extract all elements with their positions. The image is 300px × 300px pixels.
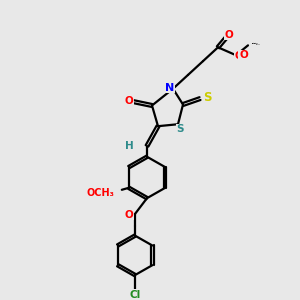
Text: Cl: Cl: [129, 290, 141, 300]
Text: S: S: [203, 91, 211, 104]
Text: O: O: [239, 50, 248, 60]
Text: methoxy: methoxy: [106, 195, 112, 197]
Text: O: O: [225, 29, 233, 40]
Text: O: O: [235, 51, 243, 61]
Text: N: N: [165, 83, 175, 93]
Text: methyl: methyl: [252, 43, 258, 44]
Text: methyl: methyl: [256, 44, 261, 45]
Text: OCH₃: OCH₃: [87, 188, 115, 198]
Text: H: H: [124, 141, 134, 151]
Text: O: O: [124, 96, 134, 106]
Text: S: S: [176, 124, 184, 134]
Text: O: O: [225, 29, 233, 40]
Text: methyl: methyl: [254, 43, 258, 44]
Text: O: O: [124, 210, 134, 220]
